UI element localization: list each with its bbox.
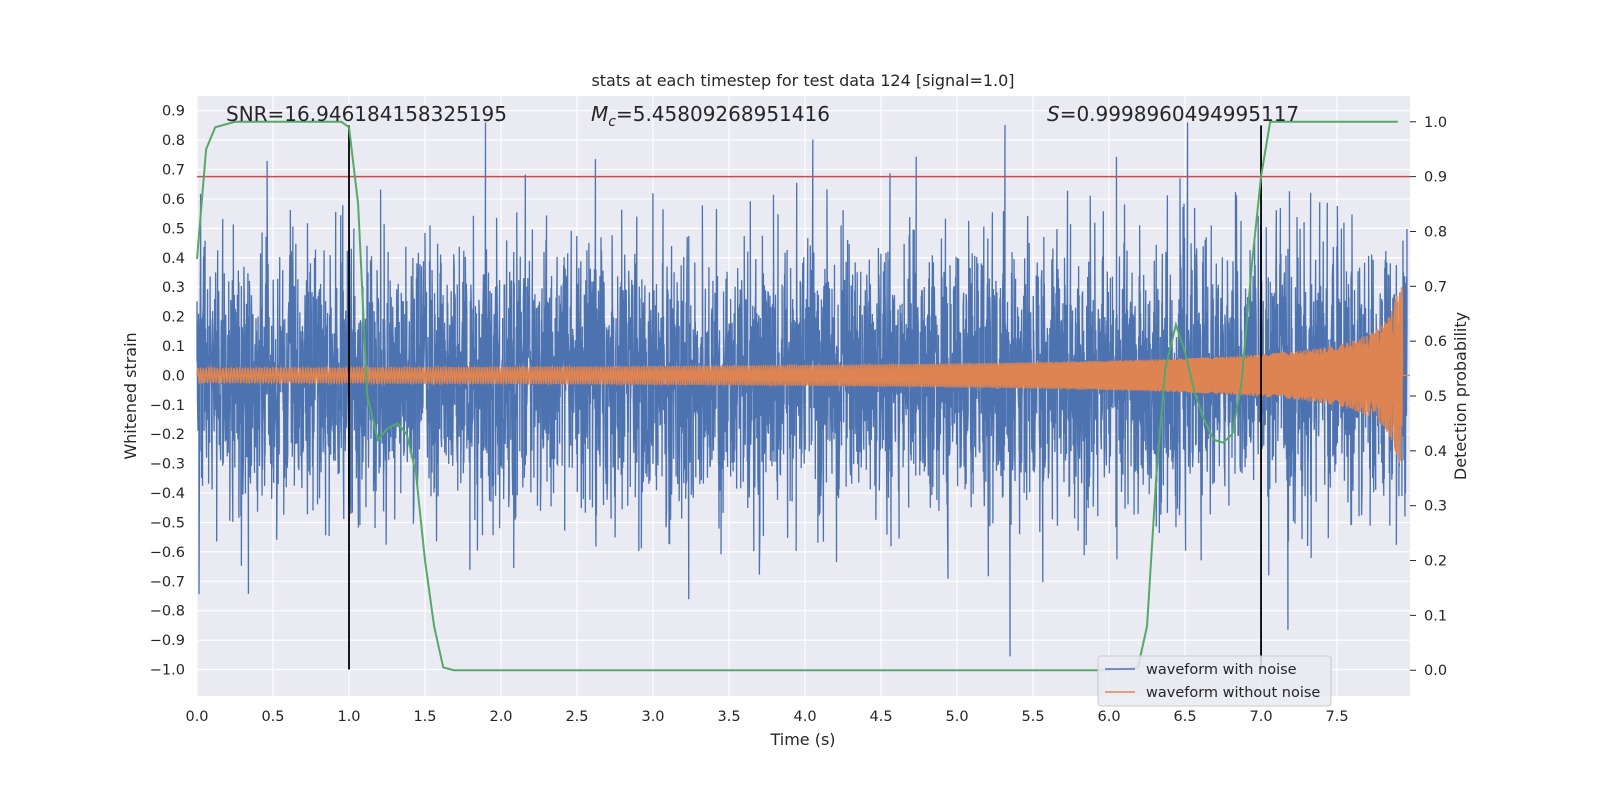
x-tick-label: 6.5 xyxy=(1174,709,1197,725)
y2-tick-label: 1.0 xyxy=(1424,115,1447,131)
y-tick-label: −1.0 xyxy=(150,663,185,679)
y-tick-label: −0.8 xyxy=(150,604,185,620)
x-tick-label: 5.0 xyxy=(945,709,968,725)
y2-tick-label: 0.7 xyxy=(1424,279,1447,295)
legend: waveform with noise waveform without noi… xyxy=(1097,655,1332,707)
snr-annotation: SNR=16.946184158325195 xyxy=(226,102,507,126)
y2-tick-label: 0.6 xyxy=(1424,334,1447,350)
score-annotation: S=0.9998960494995117 xyxy=(1047,102,1299,126)
y-tick-label: 0.4 xyxy=(162,251,185,267)
y2-tick-label: 0.5 xyxy=(1424,389,1447,405)
chirp-trace xyxy=(196,287,1410,464)
x-tick-label: 3.0 xyxy=(641,709,664,725)
y2-tick-label: 0.2 xyxy=(1424,554,1447,570)
y2-tick-label: 0.0 xyxy=(1424,663,1447,679)
legend-label-noise: waveform with noise xyxy=(1146,662,1297,678)
y2-tick-label: 0.9 xyxy=(1424,170,1447,186)
y-tick-label: 0.0 xyxy=(162,368,185,384)
y-axis-label: Whitened strain xyxy=(121,332,140,459)
y-tick-label: 0.9 xyxy=(162,104,185,120)
x-tick-label: 4.5 xyxy=(869,709,892,725)
chirp-mass-annotation: Mc=5.45809268951416 xyxy=(591,102,830,130)
y2-tick-label: 0.1 xyxy=(1424,608,1447,624)
y-tick-label: 0.8 xyxy=(162,133,185,149)
series-detection-probability xyxy=(196,120,1398,672)
y-tick-label: 0.2 xyxy=(162,310,185,326)
y2-axis-label: Detection probability xyxy=(1451,312,1470,480)
x-tick-label: 1.0 xyxy=(337,709,360,725)
y-tick-label: −0.7 xyxy=(150,574,185,590)
vertical-markers xyxy=(348,125,1262,670)
detection-probability-line xyxy=(196,120,1398,672)
y-tick-label: 0.6 xyxy=(162,192,185,208)
x-tick-label: 3.5 xyxy=(717,709,740,725)
y2-tick-label: 0.8 xyxy=(1424,224,1447,240)
series-waveform-with-noise xyxy=(196,122,1408,657)
y-tick-label: −0.9 xyxy=(150,633,185,649)
x-tick-label: 0.0 xyxy=(185,709,208,725)
y-tick-label: −0.2 xyxy=(150,427,185,443)
y-tick-label: 0.7 xyxy=(162,163,185,179)
x-tick-label: 2.0 xyxy=(489,709,512,725)
x-tick-label: 0.5 xyxy=(261,709,284,725)
y-tick-label: 0.1 xyxy=(162,339,185,355)
y-tick-label: −0.4 xyxy=(150,486,185,502)
y-tick-label: 0.5 xyxy=(162,221,185,237)
y2-tick-label: 0.4 xyxy=(1424,444,1447,460)
axis-ticks: 0.0 0.5 1.0 1.5 2.0 2.5 3.0 3.5 4.0 4.5 5.0 5.5 6.0 6… xyxy=(150,104,1447,725)
x-tick-label: 1.5 xyxy=(413,709,436,725)
y-tick-label: −0.5 xyxy=(150,515,185,531)
noise-trace xyxy=(196,122,1408,657)
x-tick-label: 7.0 xyxy=(1250,709,1273,725)
y-tick-label: −0.3 xyxy=(150,457,185,473)
y-tick-label: 0.3 xyxy=(162,280,185,296)
y-tick-label: −0.1 xyxy=(150,398,185,414)
x-tick-label: 2.5 xyxy=(565,709,588,725)
y-tick-label: −0.6 xyxy=(150,545,185,561)
chart-title: stats at each timestep for test data 124… xyxy=(591,71,1014,90)
y2-tick-label: 0.3 xyxy=(1424,499,1447,515)
series-waveform-without-noise xyxy=(196,287,1410,464)
legend-label-clean: waveform without noise xyxy=(1146,685,1320,701)
x-axis-label: Time (s) xyxy=(769,730,835,749)
x-tick-label: 5.5 xyxy=(1021,709,1044,725)
x-tick-label: 7.5 xyxy=(1326,709,1349,725)
x-tick-label: 4.0 xyxy=(793,709,816,725)
x-tick-label: 6.0 xyxy=(1097,709,1120,725)
legend-box xyxy=(1097,655,1332,707)
